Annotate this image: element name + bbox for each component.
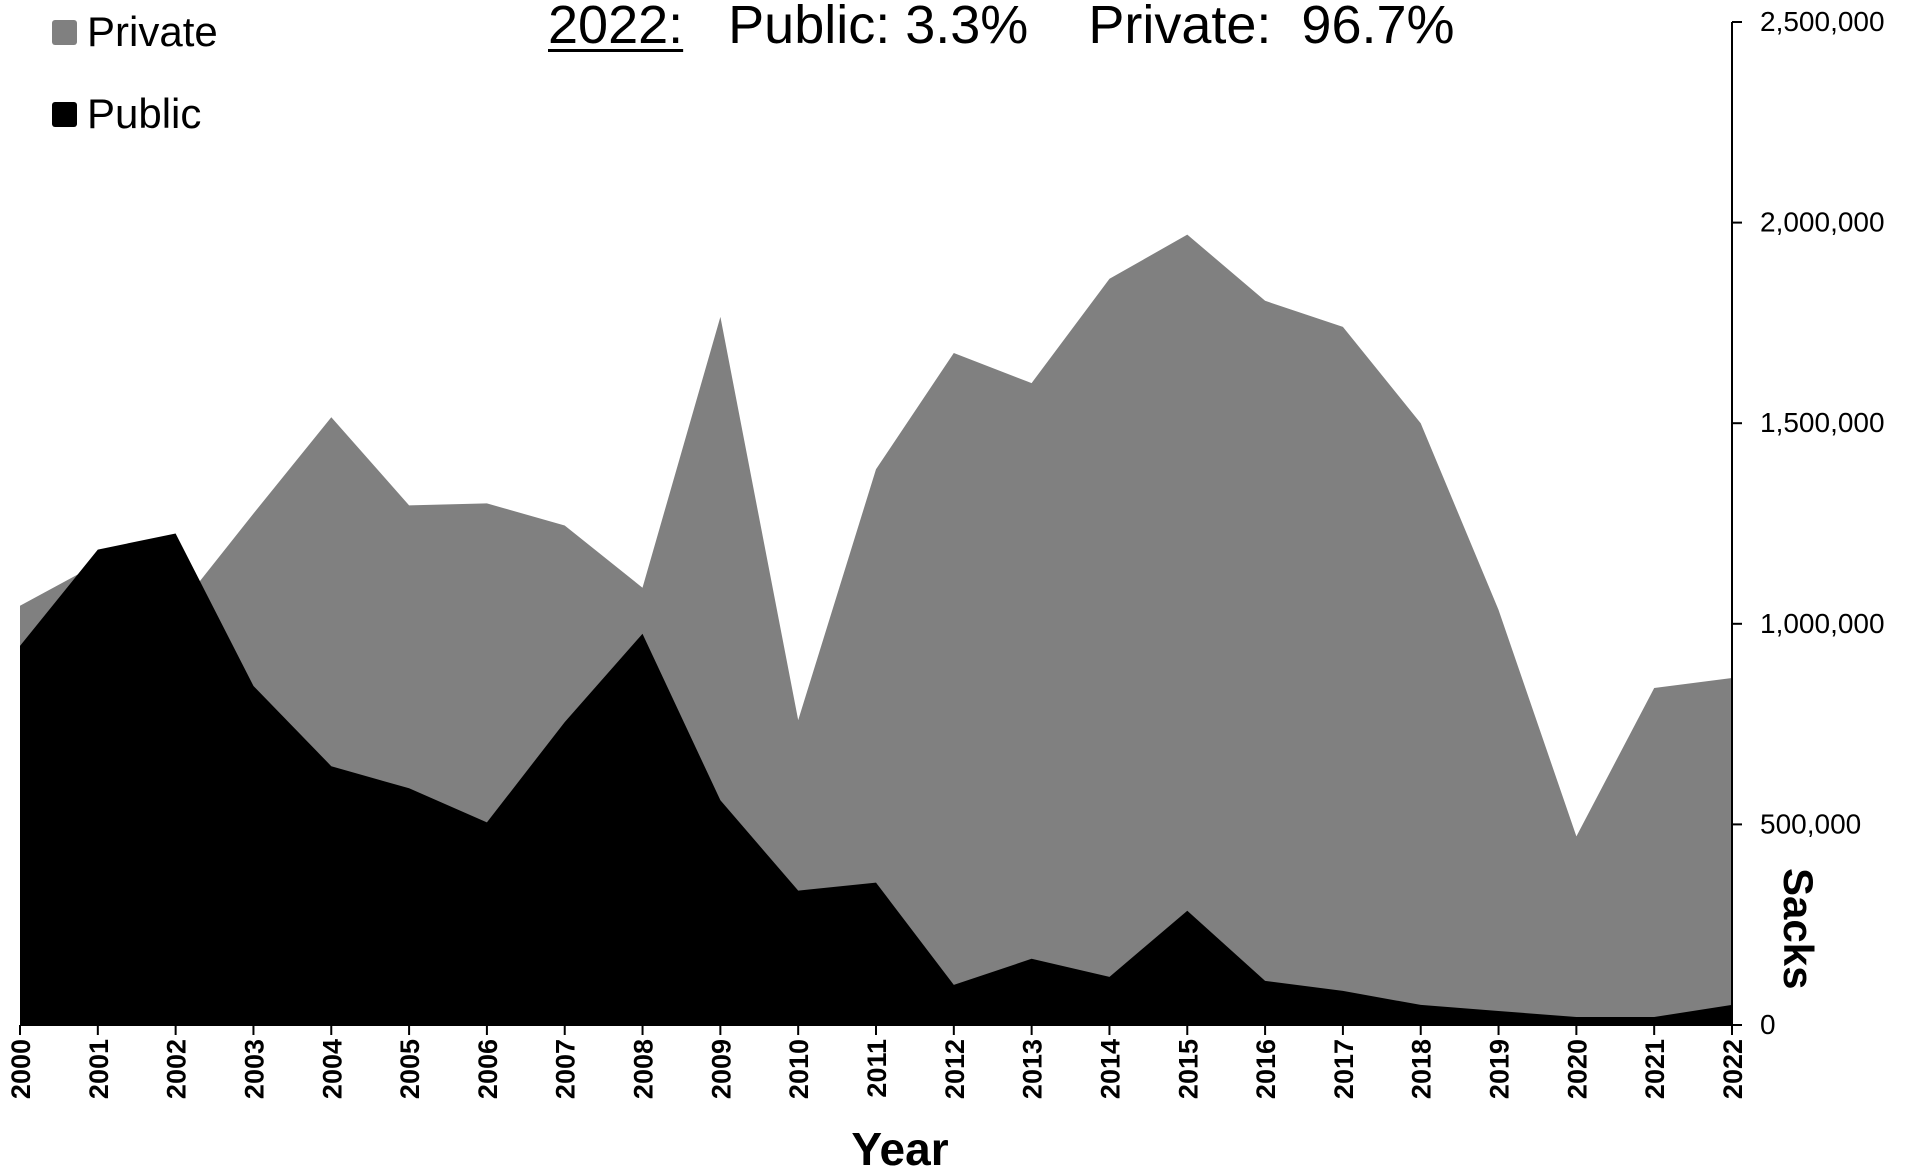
- x-tick-label: 2004: [317, 1039, 347, 1099]
- legend-item-public: Public: [52, 90, 201, 138]
- x-tick-label: 2003: [240, 1039, 270, 1099]
- title-private-share: Private: 96.7%: [1088, 0, 1454, 55]
- y-axis-label: Sacks: [1762, 868, 1822, 988]
- y-tick-label: 1,000,000: [1760, 608, 1885, 639]
- legend-item-private: Private: [52, 8, 218, 56]
- x-tick-label: 2001: [84, 1039, 114, 1099]
- legend-label-private: Private: [87, 8, 218, 56]
- x-tick-label: 2005: [395, 1039, 425, 1099]
- x-tick-label: 2019: [1485, 1039, 1515, 1099]
- legend-swatch-public: [52, 102, 77, 127]
- x-tick-label: 2011: [862, 1039, 892, 1098]
- x-tick-label: 2008: [629, 1039, 659, 1099]
- x-tick-label: 2007: [551, 1039, 581, 1099]
- y-tick-label: 1,500,000: [1760, 407, 1885, 438]
- legend-label-public: Public: [87, 90, 201, 138]
- y-tick-label: 0: [1760, 1009, 1776, 1040]
- x-tick-label: 2021: [1640, 1039, 1670, 1099]
- y-tick-label: 2,000,000: [1760, 207, 1885, 238]
- x-tick-label: 2018: [1407, 1039, 1437, 1099]
- x-tick-label: 2000: [6, 1039, 36, 1099]
- x-tick-label: 2016: [1251, 1039, 1281, 1099]
- x-tick-label: 2012: [940, 1039, 970, 1099]
- chart-title: 2022: Public: 3.3% Private: 96.7%: [548, 0, 1455, 56]
- x-axis-label: Year: [800, 1122, 1000, 1176]
- x-tick-label: 2014: [1096, 1039, 1126, 1099]
- x-tick-label: 2006: [473, 1039, 503, 1099]
- x-tick-label: 2020: [1562, 1039, 1592, 1099]
- x-tick-label: 2013: [1018, 1039, 1048, 1099]
- x-tick-label: 2017: [1329, 1039, 1359, 1099]
- x-axis: 2000 2001 2002 2003 2004 2005 2006 2007 2008 2009…: [6, 1025, 1748, 1099]
- y-tick-label: 2,500,000: [1760, 6, 1885, 37]
- legend-swatch-private: [52, 20, 77, 45]
- chart-areas: [20, 235, 1732, 1025]
- title-public-share: Public: 3.3%: [728, 0, 1028, 55]
- x-tick-label: 2009: [706, 1039, 736, 1099]
- x-tick-label: 2022: [1718, 1039, 1748, 1099]
- x-tick-label: 2015: [1173, 1039, 1203, 1099]
- y-tick-label: 500,000: [1760, 808, 1861, 839]
- x-tick-label: 2010: [784, 1039, 814, 1099]
- title-year: 2022:: [548, 0, 683, 55]
- x-tick-label: 2002: [162, 1039, 192, 1099]
